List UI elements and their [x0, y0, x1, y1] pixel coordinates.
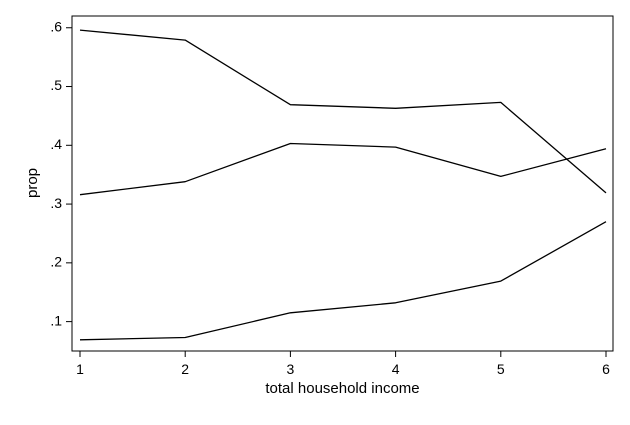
x-tick-label: 6 [602, 361, 610, 377]
y-axis-label: prop [24, 168, 41, 198]
y-tick-label: .5 [50, 77, 62, 93]
x-axis-label: total household income [265, 380, 419, 397]
series-line-2 [79, 142, 607, 196]
x-tick-label: 3 [287, 361, 295, 377]
y-tick-label: .4 [50, 136, 62, 152]
x-axis: 1 2 3 4 5 6 [76, 351, 610, 377]
x-tick-label: 4 [392, 361, 400, 377]
y-tick-label: .2 [50, 254, 62, 270]
series-line-3 [79, 221, 607, 341]
x-tick-label: 5 [497, 361, 505, 377]
plot-area-frame [71, 15, 614, 352]
x-tick-label: 2 [181, 361, 189, 377]
series-line-1 [79, 29, 607, 194]
y-tick-label: .1 [50, 312, 62, 328]
series-layer [79, 29, 607, 341]
y-axis: .1 .2 .3 .4 .5 .6 [50, 18, 72, 328]
y-tick-label: .3 [50, 195, 62, 211]
y-tick-label: .6 [50, 18, 62, 34]
x-tick-label: 1 [76, 361, 84, 377]
